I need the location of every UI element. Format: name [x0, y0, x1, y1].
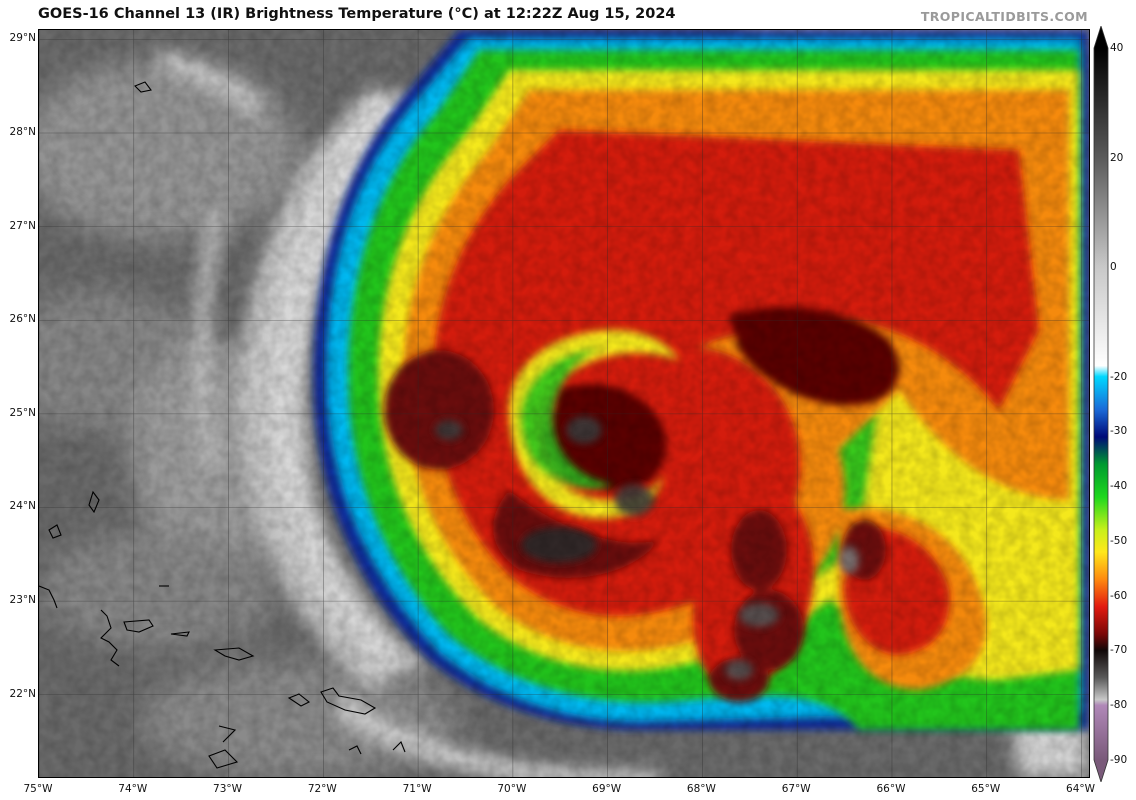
lat-label: 26°N [9, 313, 36, 326]
colorbar-tick-label: 20 [1110, 151, 1124, 164]
colorbar-tick-label: -30 [1110, 425, 1128, 438]
colorbar-tick-label: -20 [1110, 370, 1128, 383]
lon-label: 71°W [402, 783, 432, 795]
lat-label: 25°N [9, 406, 36, 419]
lon-label: 70°W [497, 783, 527, 795]
colorbar-tick-label: -80 [1110, 699, 1128, 712]
lon-label: 66°W [876, 783, 906, 795]
lon-label: 64°W [1066, 783, 1096, 795]
lat-lon-grid [39, 30, 1089, 777]
lat-label: 24°N [9, 500, 36, 513]
lon-label: 73°W [213, 783, 243, 795]
source-watermark[interactable]: TROPICALTIDBITS.COM [920, 9, 1088, 24]
satellite-map[interactable] [38, 29, 1090, 778]
colorbar-tick-label: -50 [1110, 534, 1128, 547]
colorbar-tick-label: 0 [1110, 261, 1117, 274]
lon-label: 68°W [686, 783, 716, 795]
satellite-imagery [39, 30, 1089, 777]
lat-label: 23°N [9, 594, 36, 607]
colorbar-tick-label: -90 [1110, 754, 1128, 766]
lat-label: 22°N [9, 687, 36, 700]
colorbar-shape [1093, 26, 1109, 782]
lat-label: 29°N [9, 32, 36, 45]
lon-label: 72°W [307, 783, 337, 795]
lon-label: 69°W [592, 783, 622, 795]
lat-label: 27°N [9, 219, 36, 232]
colorbar-tick-label: -40 [1110, 480, 1128, 493]
coastlines [39, 81, 406, 769]
lon-label: 75°W [23, 783, 53, 795]
colorbar-tick-label: -60 [1110, 589, 1128, 602]
lat-label: 28°N [9, 125, 36, 138]
colorbar [1093, 26, 1109, 782]
lon-label: 67°W [781, 783, 811, 795]
lon-label: 74°W [118, 783, 148, 795]
colorbar-tick-label: -70 [1110, 644, 1128, 657]
lon-label: 65°W [971, 783, 1001, 795]
map-title: GOES-16 Channel 13 (IR) Brightness Tempe… [38, 6, 676, 22]
colorbar-tick-label: 40 [1110, 42, 1124, 54]
